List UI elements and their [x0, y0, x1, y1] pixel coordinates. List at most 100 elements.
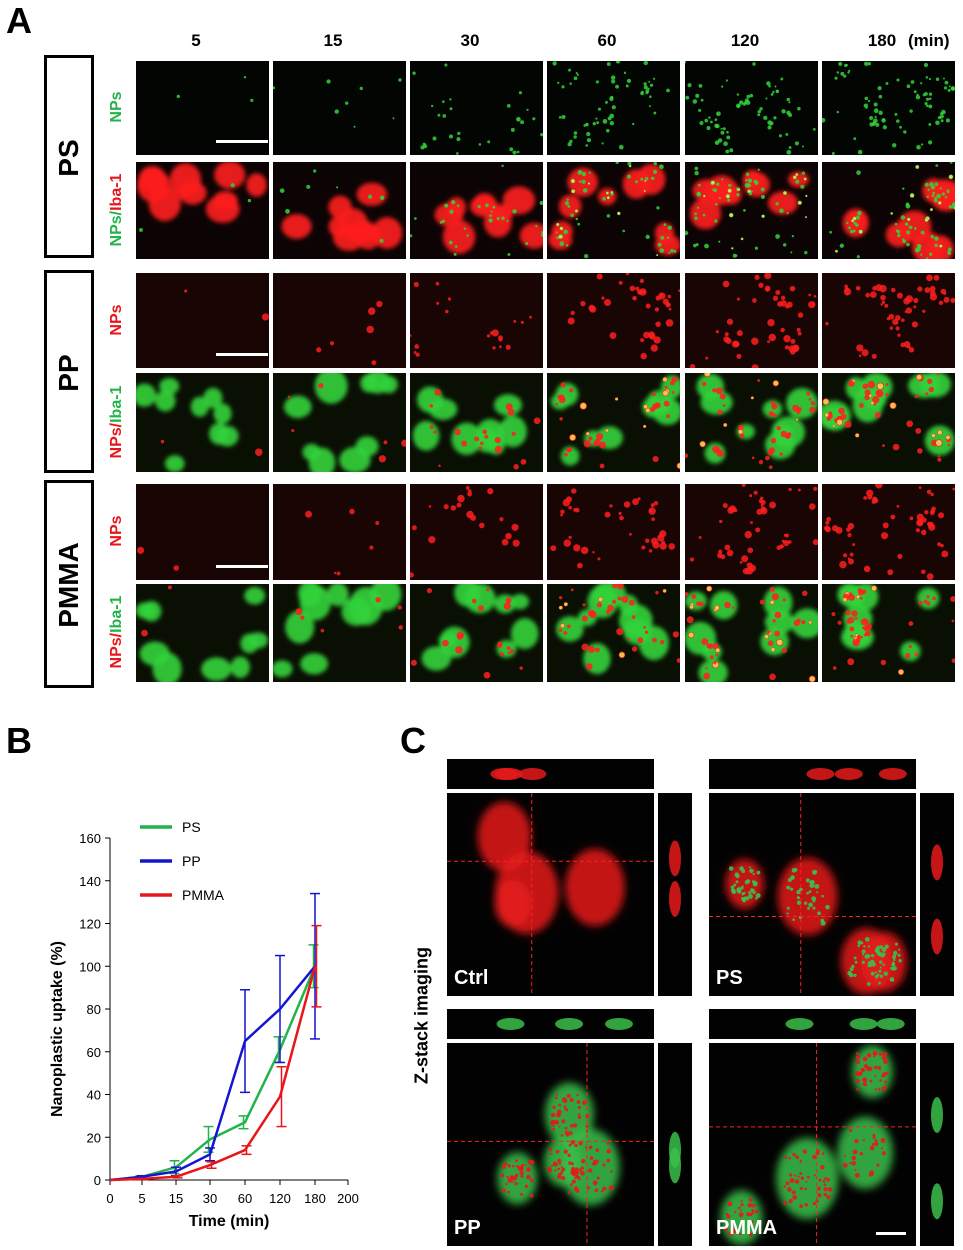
z-panel-label: PS — [716, 967, 743, 989]
z-confocal-main: Ctrl — [447, 793, 654, 996]
y-tick-label: 40 — [87, 1088, 101, 1103]
micrograph-pmma-merge-5 — [136, 584, 269, 682]
z-projection-side — [920, 1043, 954, 1246]
z-confocal-main: PP — [447, 1043, 654, 1246]
row-label-part: Iba-1 — [108, 173, 125, 211]
micrograph-pmma-merge-120 — [685, 584, 818, 682]
row-label-part: Iba-1 — [108, 595, 125, 633]
micrograph-pmma-merge-60 — [547, 584, 680, 682]
time-label-180: 180 — [867, 31, 897, 50]
z-stack-title: Z-stack imaging — [411, 946, 432, 1085]
z-confocal-main: PS — [709, 793, 916, 996]
z-panel-label: PMMA — [716, 1217, 778, 1239]
time-label-120: 120 — [730, 31, 760, 50]
row-label-part: NPs — [108, 91, 125, 123]
group-box-pp: PP — [44, 270, 94, 473]
x-tick-label: 5 — [138, 1191, 145, 1206]
time-label-15: 15 — [323, 31, 343, 50]
micrograph-pp-merge-60 — [547, 373, 680, 472]
z-panel-label: Ctrl — [454, 967, 489, 989]
micrograph-ps-nps-60 — [547, 61, 680, 155]
z-projection-side — [658, 793, 692, 996]
time-unit-label: (min) — [908, 31, 950, 50]
group-box-pmma: PMMA — [44, 480, 94, 688]
x-tick-label: 15 — [169, 1191, 183, 1206]
micrograph-ps-nps-30 — [410, 61, 543, 155]
group-label: PMMA — [53, 542, 84, 628]
z-panel-label: PP — [454, 1217, 481, 1239]
scale-bar — [216, 565, 268, 568]
micrograph-ps-merge-15 — [273, 162, 406, 259]
micrograph-pmma-nps-180 — [822, 484, 955, 580]
y-tick-label: 80 — [87, 1002, 101, 1017]
row-label-part: NPs — [108, 515, 125, 547]
micrograph-pmma-nps-15 — [273, 484, 406, 580]
micrograph-ps-merge-60 — [547, 162, 680, 259]
row-label-ps-2: NPs/Iba-1 — [108, 150, 126, 270]
panel-b-letter: B — [6, 720, 32, 761]
micrograph-pmma-merge-15 — [273, 584, 406, 682]
x-tick-label: 0 — [106, 1191, 113, 1206]
legend-label-ps: PS — [182, 819, 201, 835]
y-tick-label: 160 — [79, 831, 101, 846]
z-projection-top — [709, 759, 916, 789]
x-axis-title: Time (min) — [189, 1213, 270, 1230]
z-projection-top — [709, 1009, 916, 1039]
micrograph-ps-nps-180 — [822, 61, 955, 155]
scale-bar — [216, 140, 268, 143]
legend-label-pmma: PMMA — [182, 887, 225, 903]
row-label-part: NPs — [108, 426, 125, 458]
row-label-ps-1: NPs — [108, 47, 126, 167]
y-tick-label: 20 — [87, 1130, 101, 1145]
group-label: PP — [53, 353, 84, 392]
micrograph-pmma-merge-30 — [410, 584, 543, 682]
row-label-part: / — [108, 422, 125, 427]
z-confocal-main: PMMA — [709, 1043, 916, 1246]
time-label-60: 60 — [597, 31, 617, 50]
row-label-pp-2: NPs/Iba-1 — [108, 362, 126, 482]
micrograph-pp-merge-15 — [273, 373, 406, 472]
micrograph-ps-merge-180 — [822, 162, 955, 259]
micrograph-pmma-nps-5 — [136, 484, 269, 580]
panel-c-letter: C — [400, 720, 426, 761]
y-tick-label: 100 — [79, 959, 101, 974]
panel-a-letter: A — [6, 0, 32, 41]
x-tick-label: 30 — [203, 1191, 217, 1206]
time-label-5: 5 — [191, 31, 201, 50]
y-tick-label: 60 — [87, 1045, 101, 1060]
row-label-part: NPs — [108, 637, 125, 669]
scale-bar — [876, 1232, 906, 1235]
scale-bar — [216, 353, 268, 356]
micrograph-ps-merge-5 — [136, 162, 269, 259]
x-tick-label: 120 — [269, 1191, 291, 1206]
micrograph-pp-nps-60 — [547, 273, 680, 368]
row-label-part: NPs — [108, 303, 125, 336]
y-tick-label: 140 — [79, 874, 101, 889]
row-label-part: / — [108, 632, 125, 638]
micrograph-ps-nps-120 — [685, 61, 818, 155]
micrograph-pp-merge-5 — [136, 373, 269, 472]
group-box-ps: PS — [44, 55, 94, 258]
group-label: PS — [53, 138, 84, 177]
time-label-30: 30 — [460, 31, 480, 50]
micrograph-pmma-merge-180 — [822, 584, 955, 682]
micrograph-pmma-nps-60 — [547, 484, 680, 580]
micrograph-pmma-nps-30 — [410, 484, 543, 580]
micrograph-ps-nps-15 — [273, 61, 406, 155]
row-label-pmma-2: NPs/Iba-1 — [108, 572, 126, 692]
micrograph-pp-nps-180 — [822, 273, 955, 368]
micrograph-pp-merge-180 — [822, 373, 955, 472]
row-label-part: NPs — [108, 214, 125, 246]
micrograph-pmma-nps-120 — [685, 484, 818, 580]
micrograph-pp-nps-30 — [410, 273, 543, 368]
micrograph-pp-nps-120 — [685, 273, 818, 368]
x-tick-label: 200 — [337, 1191, 359, 1206]
micrograph-ps-merge-30 — [410, 162, 543, 259]
uptake-line-chart: 0 20 40 60 80 100 120 140 160 0 5 15 30 60 120 180 200 Ti… — [49, 819, 359, 1230]
z-projection-side — [920, 793, 954, 996]
micrograph-pp-merge-120 — [685, 373, 818, 472]
micrograph-pp-merge-30 — [410, 373, 543, 472]
micrograph-pp-nps-15 — [273, 273, 406, 368]
legend-label-pp: PP — [182, 853, 201, 869]
y-axis-title: Nanoplastic uptake (%) — [49, 941, 66, 1117]
